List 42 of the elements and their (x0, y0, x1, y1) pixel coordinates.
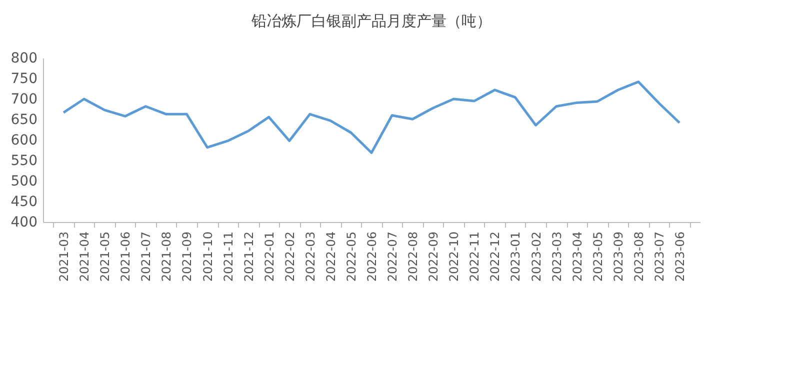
x-tick-label: 2023-07 (652, 232, 666, 282)
x-tick-label: 2022-07 (386, 232, 400, 282)
y-tick-label: 800 (10, 50, 38, 66)
y-tick-label: 700 (10, 92, 38, 108)
x-tick-label: 2021-09 (180, 232, 194, 282)
x-tick-label: 2023-06 (672, 232, 687, 282)
x-tick-label: 2023-03 (550, 232, 564, 282)
x-tick-label: 2022-12 (488, 232, 502, 282)
y-tick-label: 600 (10, 132, 38, 148)
x-tick-label: 2023-02 (529, 232, 544, 282)
x-tick-label: 2022-11 (468, 232, 482, 282)
y-tick-label: 400 (10, 214, 38, 230)
y-tick-label: 450 (10, 194, 38, 210)
x-tick-label: 2021-12 (242, 232, 256, 282)
x-tick-label: 2023-05 (590, 232, 605, 282)
x-tick-label: 2023-04 (570, 232, 584, 282)
x-tick-label: 2022-02 (282, 232, 297, 282)
x-tick-label: 2021-07 (139, 232, 154, 282)
x-tick-label: 2021-10 (200, 232, 215, 282)
x-tick-label: 2022-10 (447, 232, 462, 282)
y-tick-label: 550 (10, 153, 38, 169)
y-tick-label: 750 (10, 71, 38, 87)
x-tick-label: 2021-08 (160, 232, 174, 282)
x-tick-label: 2023-01 (508, 232, 523, 282)
x-tick-label: 2022-03 (303, 232, 318, 282)
x-tick-label: 2022-08 (406, 232, 420, 282)
x-tick-label: 2022-01 (262, 232, 276, 282)
x-tick-label: 2022-09 (426, 232, 441, 282)
chart-title: 铅冶炼厂白银副产品月度产量（吨） (250, 12, 492, 30)
x-tick-label: 2023-09 (611, 232, 626, 282)
x-tick-label: 2021-11 (221, 232, 236, 282)
x-tick-label: 2021-05 (98, 232, 112, 282)
x-tick-label: 2021-06 (118, 232, 133, 282)
x-tick-label: 2023-08 (632, 232, 646, 282)
x-tick-label: 2022-06 (365, 232, 379, 282)
y-tick-label: 500 (10, 174, 38, 190)
y-tick-label: 650 (10, 112, 38, 128)
x-tick-label: 2021-04 (78, 232, 92, 282)
x-tick-label: 2022-04 (324, 232, 338, 282)
line-series (62, 80, 681, 154)
x-tick-label: 2021-03 (57, 232, 72, 282)
x-tick-label: 2022-05 (344, 232, 358, 282)
